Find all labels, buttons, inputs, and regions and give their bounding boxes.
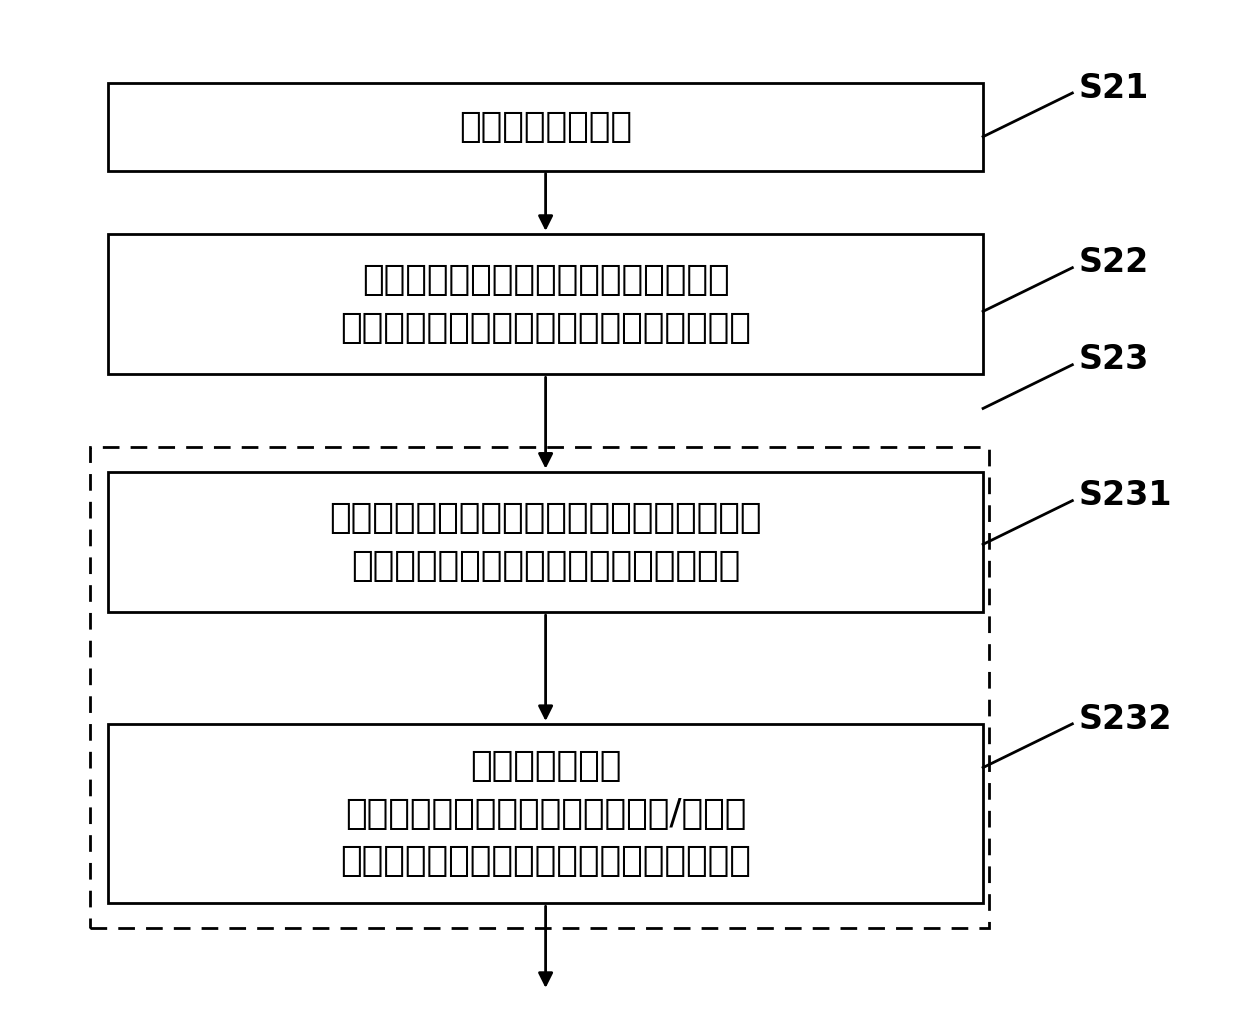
Text: S21: S21 — [1079, 72, 1148, 105]
Text: 获取心脏超声视频: 获取心脏超声视频 — [459, 110, 632, 144]
Bar — [108, 724, 983, 904]
Text: 根据特征信息，
确定心脏超声视频中的收缩末期和/或舒张
末期，以得到心脏超声视频对应的心动周期: 根据特征信息， 确定心脏超声视频中的收缩末期和/或舒张 末期，以得到心脏超声视频… — [340, 749, 751, 879]
Text: 采用与切面类型对应的收缩期舒张期识别模型
获取心脏超声视频中每帧图像的特征信息: 采用与切面类型对应的收缩期舒张期识别模型 获取心脏超声视频中每帧图像的特征信息 — [330, 501, 761, 582]
Text: S22: S22 — [1079, 247, 1148, 279]
Text: S231: S231 — [1079, 479, 1172, 513]
Bar — [108, 83, 983, 171]
Text: S232: S232 — [1079, 703, 1172, 736]
Text: S23: S23 — [1079, 344, 1148, 376]
Bar — [91, 447, 990, 928]
Text: 利用切面类型识别模型对心脏超声视频
进行分类，以确定心脏超声视频的切面类型: 利用切面类型识别模型对心脏超声视频 进行分类，以确定心脏超声视频的切面类型 — [340, 263, 751, 345]
Bar — [108, 471, 983, 613]
Bar — [108, 234, 983, 374]
